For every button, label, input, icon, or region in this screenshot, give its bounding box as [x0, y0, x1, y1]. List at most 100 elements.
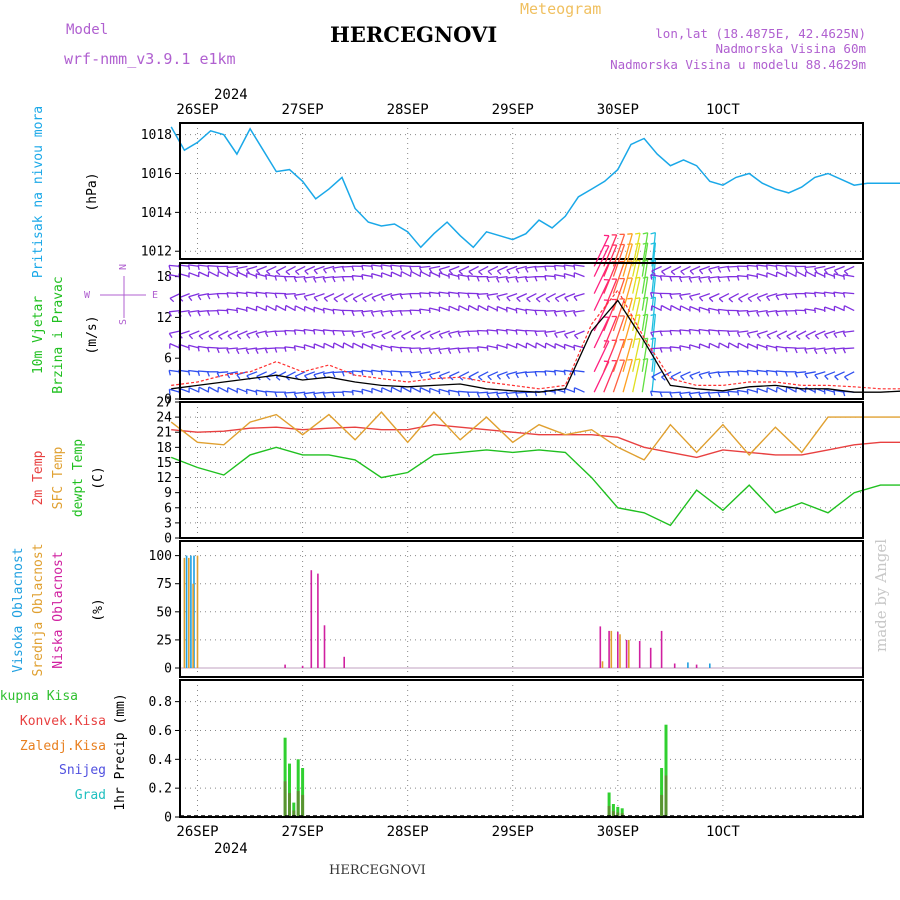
- wind-barb-flag: [496, 270, 502, 275]
- wind-barb: [661, 371, 672, 378]
- wind-barb: [603, 278, 618, 311]
- wind-barb-flag: [197, 295, 202, 301]
- temperature-panel-bg: [180, 402, 863, 538]
- wind-barb: [333, 342, 345, 349]
- wind-barb-flag: [457, 348, 461, 354]
- wind-barb: [573, 264, 585, 268]
- wind-barb-flag: [264, 348, 268, 354]
- wind-barb: [246, 330, 258, 336]
- wind-barb: [314, 343, 325, 349]
- wind-barb-flag: [371, 273, 373, 279]
- wind-barb: [420, 387, 431, 393]
- cloud-panel-ytick-label: 25: [156, 633, 172, 648]
- wind-barb: [824, 330, 836, 336]
- wind-barb-flag: [728, 298, 734, 303]
- wind-barb: [401, 330, 412, 337]
- wind-barb: [555, 293, 566, 299]
- wind-barb: [323, 293, 335, 299]
- wind-barb: [632, 233, 641, 267]
- wind-barb: [361, 330, 373, 335]
- wind-barb-flag: [823, 291, 826, 298]
- wind-barb-flag: [794, 293, 798, 299]
- wind-barb: [255, 291, 267, 295]
- wind-barb: [361, 274, 373, 278]
- wind-barb-flag: [784, 294, 789, 300]
- wind-barb: [198, 330, 210, 337]
- wind-barb: [612, 339, 626, 373]
- wind-barb-flag: [467, 305, 470, 311]
- wind-barb-flag: [457, 274, 460, 280]
- wind-barb-flag: [216, 348, 220, 354]
- precip-bar: [301, 768, 305, 817]
- wind-barb-flag: [525, 342, 528, 348]
- wind-barb-flag: [399, 347, 403, 353]
- wind-barb-flag: [545, 298, 551, 303]
- wind-barb: [284, 346, 296, 349]
- wind-barb-flag: [746, 389, 749, 395]
- wind-barb-flag: [312, 329, 316, 335]
- wind-barb: [737, 330, 749, 334]
- wind-barb-flag: [842, 274, 846, 280]
- wind-barb-flag: [381, 334, 386, 340]
- wind-barb: [844, 265, 855, 272]
- wind-barb-flag: [659, 293, 663, 299]
- wind-barb-flag: [544, 275, 547, 281]
- wind-barb-flag: [207, 294, 211, 300]
- wind-barb: [371, 330, 383, 336]
- wind-barb-flag: [370, 311, 375, 317]
- wind-barb-flag: [679, 345, 682, 351]
- wind-barb-flag: [775, 295, 780, 301]
- wind-barb: [467, 275, 479, 278]
- wind-barb: [449, 371, 460, 377]
- wind-barb-flag: [438, 375, 444, 380]
- wind-barb-flag: [823, 389, 826, 395]
- wind-barb: [294, 345, 306, 349]
- wind-barb: [246, 306, 258, 312]
- wind-barb-flag: [717, 330, 721, 336]
- location-title: HERCEGNOVI: [330, 22, 497, 47]
- wind-barb: [303, 391, 315, 395]
- wind-barb-flag: [727, 331, 731, 337]
- wind-barb: [699, 265, 711, 271]
- precip-bar-dark: [283, 781, 287, 817]
- wind-barb: [516, 342, 528, 349]
- wind-barb-flag: [707, 329, 711, 335]
- wind-barb: [313, 292, 325, 298]
- wind-barb: [361, 309, 373, 313]
- wind-barb-flag: [304, 375, 309, 380]
- wind-barb-flag: [351, 275, 355, 281]
- wind-barb: [737, 275, 749, 278]
- temperature-panel-ytick-label: 18: [156, 441, 172, 456]
- wind-barb-flag: [400, 386, 403, 393]
- wind-barb-flag: [526, 298, 531, 303]
- precip-bar-dark: [660, 794, 664, 817]
- wind-barb: [564, 292, 576, 299]
- wind-barb: [718, 342, 730, 349]
- wind-barb: [313, 328, 325, 332]
- temperature-panel-ytick-label: 9: [164, 486, 172, 501]
- wind-barb: [332, 265, 344, 269]
- wind-barb: [218, 330, 229, 337]
- wind-barb-flag: [746, 311, 750, 317]
- cloud-bar: [660, 630, 663, 668]
- wind-barb: [477, 346, 489, 349]
- wind-barb: [371, 387, 383, 393]
- wind-barb: [343, 342, 354, 349]
- wind-barb: [786, 330, 797, 337]
- wind-barb-flag: [814, 374, 819, 380]
- wind-unit: (m/s): [85, 315, 100, 354]
- wind-barb: [718, 265, 730, 269]
- wind-barb-flag: [650, 231, 656, 235]
- wind-barb-flag: [775, 387, 778, 393]
- wind-barb-flag: [352, 343, 354, 349]
- wind-barb-flag: [833, 390, 836, 396]
- wind-barb-flag: [428, 307, 431, 314]
- wind-barb-flag: [399, 310, 403, 316]
- wind-barb: [689, 275, 701, 279]
- wind-barb: [805, 330, 816, 337]
- wind-barb: [593, 279, 610, 311]
- wind-barb-flag: [226, 267, 230, 273]
- footer-title: HERCEGNOVI: [329, 863, 426, 878]
- bottom-date-labels: 26SEP 27SEP 28SEP 29SEP 30SEP 1OCT: [176, 824, 740, 840]
- wind-barb-flag: [563, 273, 566, 279]
